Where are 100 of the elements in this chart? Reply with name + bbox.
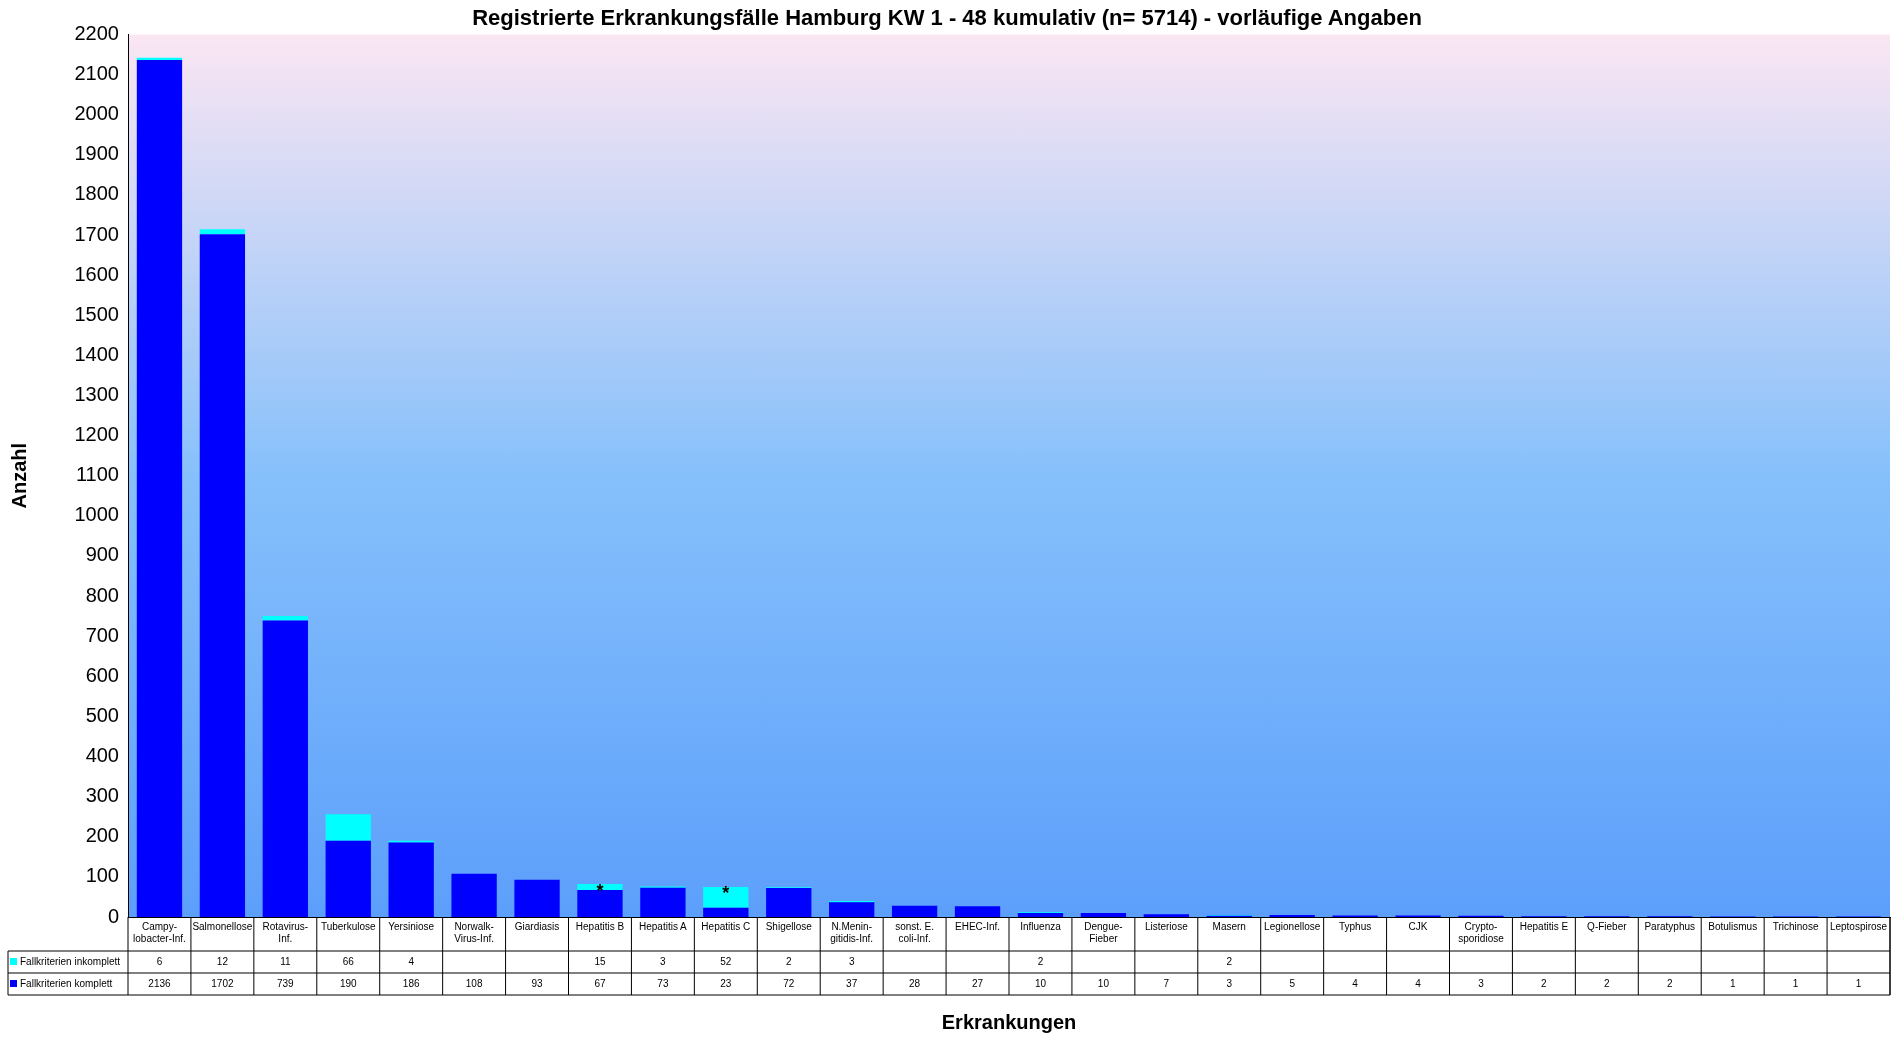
- legend-label: Fallkriterien inkomplett: [20, 955, 121, 967]
- x-tick-label: Salmonellose: [192, 920, 253, 932]
- x-tick-label: Leptospirose: [1829, 920, 1888, 932]
- y-tick-label: 300: [85, 784, 119, 807]
- x-tick-label: Masern: [1212, 920, 1246, 932]
- x-tick-label: Hepatitis E: [1519, 920, 1569, 932]
- x-tick-label: Shigellose: [765, 920, 813, 932]
- bar: [703, 907, 749, 917]
- data-label: 1: [1855, 977, 1862, 989]
- data-label: 67: [594, 977, 606, 989]
- bar: [388, 842, 434, 917]
- data-label: 3: [848, 955, 855, 967]
- data-label: 186: [402, 977, 420, 989]
- data-label: 3: [660, 955, 667, 967]
- bar: [325, 814, 371, 841]
- x-tick-label: Norwalk-Virus-Inf.: [454, 920, 495, 944]
- y-tick-label: 2000: [74, 102, 119, 125]
- bar: [1143, 914, 1189, 917]
- x-tick-label: Q-Fieber: [1587, 920, 1628, 932]
- legend-label: Fallkriterien komplett: [20, 977, 113, 989]
- bar: [451, 873, 497, 917]
- bar: [1080, 912, 1127, 917]
- bar: [1269, 914, 1315, 917]
- data-label: 72: [783, 977, 795, 989]
- y-tick-label: 1600: [74, 262, 119, 285]
- y-tick-label: 2100: [74, 62, 119, 85]
- y-tick-label: 1200: [74, 423, 119, 446]
- annotation: *: [722, 882, 730, 903]
- data-label: 3: [1478, 977, 1485, 989]
- data-label: 73: [657, 977, 669, 989]
- bar: [829, 902, 875, 917]
- y-tick-label: 1800: [74, 182, 119, 205]
- y-tick-label: 600: [85, 663, 119, 686]
- data-label: 739: [276, 977, 295, 989]
- x-tick-label: Crypto-sporidiose: [1458, 920, 1505, 944]
- x-tick-label: Yersiniose: [388, 920, 435, 932]
- data-label: 2136: [148, 977, 172, 989]
- y-tick-label: 1300: [74, 382, 119, 405]
- y-axis-title: Anzahl: [7, 442, 30, 509]
- y-tick-label: 1000: [74, 503, 119, 526]
- bar: [954, 906, 1001, 917]
- data-label: 28: [909, 977, 921, 989]
- data-label: 1: [1792, 977, 1799, 989]
- x-tick-label: sonst. E. coli-Inf.: [895, 920, 935, 944]
- data-label: 6: [156, 955, 163, 967]
- data-label: 108: [465, 977, 483, 989]
- bar: [640, 887, 686, 917]
- x-tick-label: Listeriose: [1144, 920, 1189, 932]
- y-tick-label: 100: [85, 864, 119, 887]
- data-label: 7: [1163, 977, 1170, 989]
- bar: [325, 840, 371, 917]
- data-label: 4: [408, 955, 415, 967]
- x-tick-label: Hepatitis A: [638, 920, 688, 932]
- bar: [514, 879, 560, 917]
- bar: [766, 888, 812, 917]
- data-label: 1: [1729, 977, 1736, 989]
- x-tick-label: Rotavirus-Inf.: [262, 920, 309, 944]
- data-label: 93: [531, 977, 544, 989]
- y-tick-label: 400: [85, 744, 119, 767]
- x-tick-label: CJK: [1408, 920, 1428, 932]
- bar: [703, 886, 749, 908]
- data-label: 11: [280, 955, 291, 967]
- x-tick-label: Botulismus: [1708, 920, 1758, 932]
- y-tick-label: 0: [107, 904, 119, 927]
- data-label: 37: [846, 977, 858, 989]
- x-tick-label: Campy-lobacter-Inf.: [133, 920, 186, 944]
- x-tick-label: Legionellose: [1264, 920, 1321, 932]
- data-label: 52: [720, 955, 732, 967]
- x-tick-label: Giardiasis: [514, 920, 560, 932]
- x-tick-label: Dengue-Fieber: [1084, 920, 1123, 944]
- x-tick-label: Paratyphus: [1644, 920, 1696, 932]
- data-label: 2: [785, 955, 792, 967]
- data-label: 3: [1226, 977, 1233, 989]
- bar: [891, 905, 938, 917]
- bar: [199, 234, 246, 917]
- y-tick-label: 200: [85, 824, 119, 847]
- bar: [262, 616, 308, 621]
- data-label: 4: [1415, 977, 1422, 989]
- data-label: 2: [1604, 977, 1611, 989]
- bar: [262, 620, 308, 917]
- y-tick-label: 800: [85, 583, 119, 606]
- data-label: 27: [971, 977, 984, 989]
- data-label: 10: [1097, 977, 1110, 989]
- data-label: 15: [594, 955, 606, 967]
- y-tick-label: 900: [85, 543, 119, 566]
- y-tick-label: 1500: [74, 302, 119, 325]
- x-tick-label: EHEC-Inf.: [955, 920, 1001, 932]
- data-label: 4: [1352, 977, 1359, 989]
- data-label: 66: [342, 955, 355, 967]
- x-tick-label: Typhus: [1338, 920, 1372, 932]
- data-label: 2: [1037, 955, 1044, 967]
- x-axis-title: Erkrankungen: [941, 1010, 1077, 1033]
- data-label: 5: [1289, 977, 1296, 989]
- y-tick-label: 2200: [74, 21, 119, 44]
- data-label: 12: [216, 955, 229, 967]
- data-label: 10: [1034, 977, 1047, 989]
- x-tick-label: Hepatitis C: [701, 920, 751, 932]
- y-tick-label: 1900: [74, 142, 119, 165]
- data-label: 2: [1226, 955, 1233, 967]
- data-label: 2: [1541, 977, 1548, 989]
